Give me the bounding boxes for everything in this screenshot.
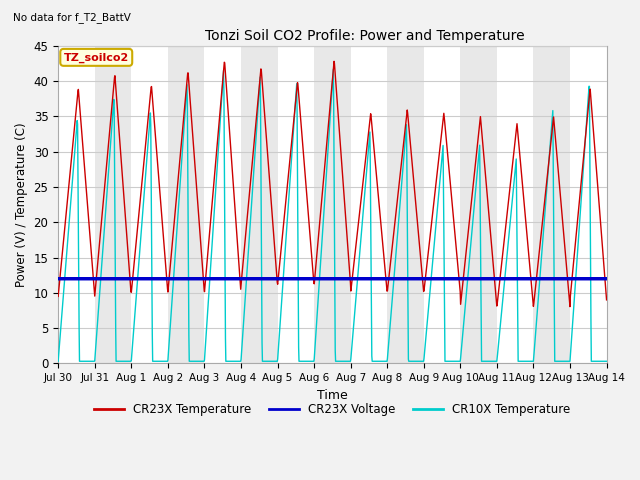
Bar	[351, 46, 387, 363]
Bar	[278, 46, 314, 363]
Bar	[460, 46, 497, 363]
Bar	[387, 46, 424, 363]
Bar	[570, 46, 607, 363]
Bar	[131, 46, 168, 363]
Bar	[497, 46, 534, 363]
Text: TZ_soilco2: TZ_soilco2	[63, 52, 129, 62]
Bar	[95, 46, 131, 363]
Bar	[58, 46, 95, 363]
Bar	[314, 46, 351, 363]
Bar	[424, 46, 460, 363]
Bar	[534, 46, 570, 363]
X-axis label: Time: Time	[317, 389, 348, 402]
Bar	[168, 46, 204, 363]
Bar	[204, 46, 241, 363]
Text: No data for f_T2_BattV: No data for f_T2_BattV	[13, 12, 131, 23]
Y-axis label: Power (V) / Temperature (C): Power (V) / Temperature (C)	[15, 122, 28, 287]
Title: Tonzi Soil CO2 Profile: Power and Temperature: Tonzi Soil CO2 Profile: Power and Temper…	[205, 29, 525, 43]
Bar	[241, 46, 278, 363]
Legend: CR23X Temperature, CR23X Voltage, CR10X Temperature: CR23X Temperature, CR23X Voltage, CR10X …	[90, 398, 575, 421]
